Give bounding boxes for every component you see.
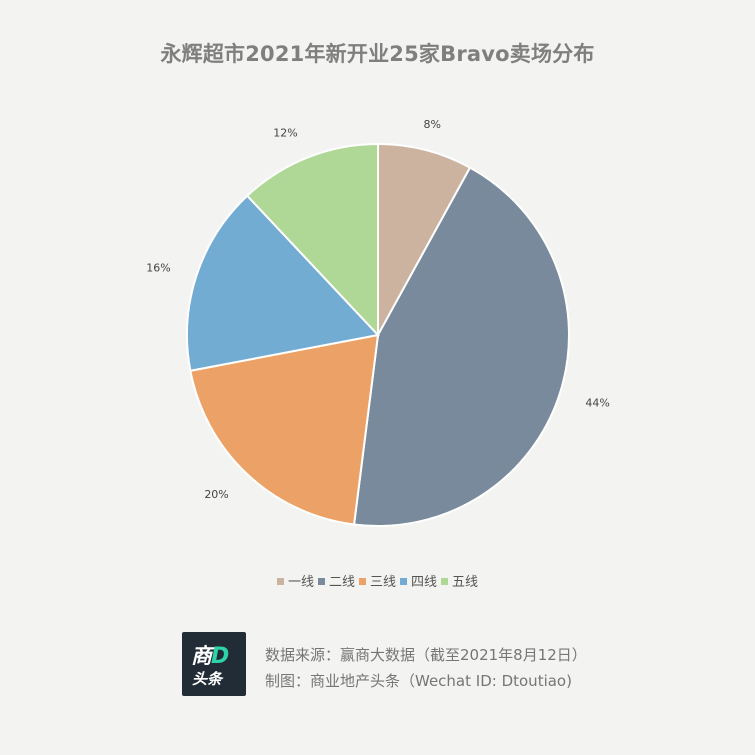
logo-main-text: 商 bbox=[191, 644, 212, 668]
legend-label: 二线 bbox=[328, 575, 355, 590]
legend-item-2: 二线 bbox=[317, 571, 355, 590]
pie-label-4: 16% bbox=[146, 262, 170, 275]
data-source-note: 数据来源：赢商大数据（截至2021年8月12日） bbox=[265, 646, 587, 664]
pie-slice-4 bbox=[186, 194, 380, 372]
pie-label-3: 20% bbox=[204, 488, 228, 501]
legend-swatch bbox=[317, 578, 325, 585]
pie-label-2: 44% bbox=[585, 396, 609, 409]
legend-item-3: 三线 bbox=[358, 571, 396, 590]
legend-swatch bbox=[276, 578, 284, 585]
legend-swatch bbox=[400, 578, 407, 585]
legend-swatch bbox=[358, 578, 366, 585]
logo-sub-text: 头条 bbox=[192, 670, 223, 688]
pie-slice-1 bbox=[377, 142, 472, 336]
chart-legend: 一线 二线 三线 四线 五线 bbox=[0, 571, 755, 590]
legend-swatch bbox=[441, 578, 449, 585]
legend-item-1: 一线 bbox=[276, 571, 314, 590]
legend-label: 三线 bbox=[369, 575, 396, 590]
pie-slice-5 bbox=[245, 142, 379, 338]
legend-item-5: 五线 bbox=[441, 571, 478, 590]
legend-label: 五线 bbox=[452, 575, 479, 590]
legend-label: 四线 bbox=[411, 575, 438, 590]
brand-logo: 商D 头条 bbox=[182, 632, 246, 696]
logo-accent-text: D bbox=[211, 644, 229, 669]
pie-slice-3 bbox=[189, 333, 380, 526]
legend-label: 一线 bbox=[287, 575, 314, 590]
legend-item-4: 四线 bbox=[400, 571, 437, 590]
pie-slice-2 bbox=[352, 166, 570, 527]
chart-maker-note: 制图：商业地产头条（Wechat ID: Dtoutiao) bbox=[265, 672, 572, 690]
credits: 数据来源：赢商大数据（截至2021年8月12日） 制图：商业地产头条（Wecha… bbox=[265, 642, 587, 694]
chart-title: 永辉超市2021年新开业25家Bravo卖场分布 bbox=[160, 42, 595, 66]
pie-label-5: 12% bbox=[273, 126, 297, 139]
pie-label-1: 8% bbox=[423, 118, 440, 131]
